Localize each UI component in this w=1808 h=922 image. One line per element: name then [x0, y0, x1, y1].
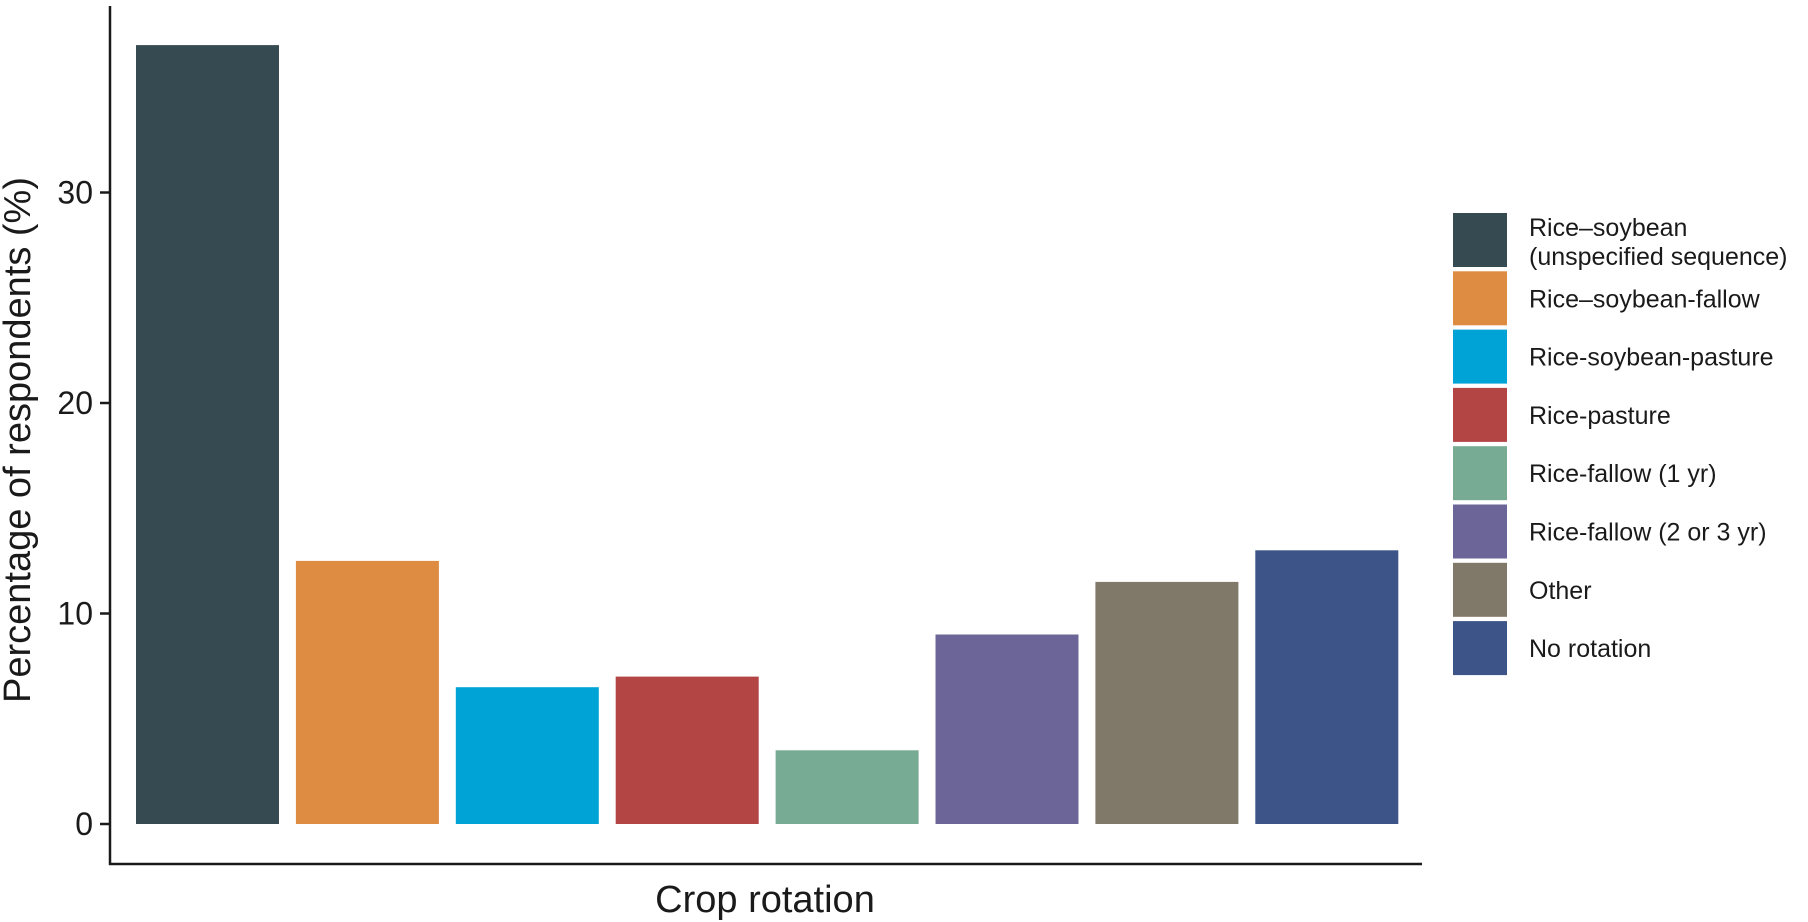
- y-tick-label-20: 20: [57, 385, 93, 421]
- bar-5: [775, 750, 919, 824]
- legend-label-5: Rice-fallow (1 yr): [1529, 460, 1717, 488]
- bar-3: [455, 687, 599, 824]
- legend-swatch-3: [1453, 329, 1507, 384]
- y-tick-label-10: 10: [57, 596, 93, 632]
- legend-swatch-7: [1453, 562, 1507, 617]
- bar-7: [1095, 581, 1239, 824]
- legend-label-3: Rice-soybean-pasture: [1529, 344, 1774, 372]
- legend: Rice–soybean (unspecified sequence) Rice–s…: [1453, 213, 1788, 676]
- legend-swatch-4: [1453, 387, 1507, 442]
- legend-swatch-1: [1453, 213, 1507, 267]
- legend-swatch-5: [1453, 446, 1507, 501]
- legend-label-2: Rice–soybean-fallow: [1529, 285, 1761, 313]
- y-ticks-group: 0 10 20 30: [57, 175, 110, 842]
- legend-label-1: Rice–soybean (unspecified sequence): [1529, 214, 1788, 271]
- legend-label-4: Rice-pasture: [1529, 402, 1671, 430]
- legend-swatch-6: [1453, 504, 1507, 559]
- legend-label-7: Other: [1529, 577, 1592, 605]
- bar-8: [1255, 550, 1399, 824]
- x-axis-title: Crop rotation: [655, 879, 875, 921]
- legend-label-6: Rice-fallow (2 or 3 yr): [1529, 519, 1767, 547]
- bar-6: [935, 634, 1079, 824]
- bar-4: [615, 676, 759, 824]
- y-tick-label-30: 30: [57, 175, 93, 211]
- legend-label-8: No rotation: [1529, 635, 1651, 663]
- bar-1: [136, 45, 279, 825]
- bars-group: [136, 45, 1399, 825]
- y-axis-title: Percentage of respondents (%): [0, 177, 39, 703]
- legend-swatch-8: [1453, 621, 1507, 676]
- y-tick-label-0: 0: [75, 806, 93, 842]
- bar-2: [295, 560, 439, 824]
- legend-swatch-2: [1453, 271, 1507, 326]
